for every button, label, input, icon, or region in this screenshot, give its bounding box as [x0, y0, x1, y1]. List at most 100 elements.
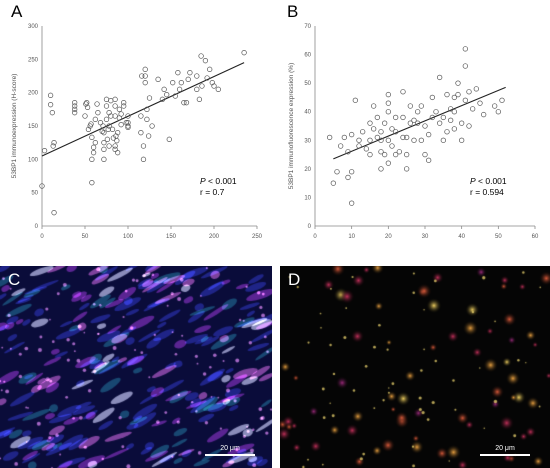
chart-b-data-point: [411, 117, 417, 123]
chart-a-y-tick-label: 0: [35, 224, 39, 230]
scale-bar-d: 20 μm: [480, 442, 530, 456]
chart-a-data-point: [106, 123, 112, 129]
chart-b-data-point: [404, 166, 410, 172]
chart-a-data-point: [145, 133, 152, 139]
chart-a-data-point: [115, 130, 121, 136]
panel-label-d: D: [288, 270, 301, 289]
micrograph-c-image: [0, 266, 272, 468]
chart-a-data-point: [112, 96, 118, 102]
chart-b-data-point: [378, 129, 384, 135]
chart-a-data-point: [51, 140, 57, 146]
chart-b-data-point: [422, 123, 428, 129]
scatter-chart-a: 050100150200250050100150200250300rH2AX i…: [11, 24, 263, 240]
chart-a-data-point: [106, 110, 112, 116]
chart-b-data-point: [415, 109, 421, 115]
chart-b-data-point: [371, 103, 377, 109]
chart-b-data-point: [400, 89, 406, 95]
chart-a-data-point: [140, 156, 147, 162]
chart-b-data-point: [382, 120, 388, 126]
chart-b-data-point: [459, 137, 465, 143]
chart-b-x-tick-label: 60: [532, 234, 539, 240]
chart-b-data-point: [374, 134, 380, 141]
chart-a-data-point: [196, 96, 203, 102]
chart-b-data-point: [393, 129, 399, 135]
chart-a-data-point: [149, 123, 155, 129]
chart-b-data-point: [418, 137, 424, 143]
chart-b-x-tick-label: 30: [422, 234, 429, 240]
chart-a-data-point: [121, 103, 127, 109]
chart-b-y-axis-label: 53BP1 immunofluorescence expression (%): [288, 63, 295, 189]
chart-b-data-point: [367, 151, 373, 158]
chart-a-y-tick-label: 150: [28, 124, 39, 130]
chart-b-data-point: [481, 111, 487, 118]
chart-a-data-point: [170, 80, 176, 86]
chart-b-data-point: [470, 106, 476, 112]
chart-a-data-point: [204, 75, 210, 81]
chart-a-data-point: [199, 83, 205, 89]
chart-b-data-point: [426, 131, 432, 138]
chart-a-data-point: [112, 146, 118, 152]
chart-b-data-point: [360, 129, 366, 135]
chart-a-p-value: P < 0.001: [200, 176, 237, 186]
chart-a-data-point: [138, 113, 144, 119]
chart-a-data-point: [82, 113, 88, 119]
chart-b-data-point: [426, 157, 432, 163]
chart-a-data-point: [99, 128, 105, 134]
chart-b-data-point: [451, 94, 457, 101]
chart-b-data-point: [415, 120, 421, 126]
chart-b-data-point: [382, 151, 388, 158]
chart-a-y-axis-label: 53BP1 immunoexpression (H-score): [11, 74, 18, 179]
chart-b-y-tick-label: 20: [304, 167, 311, 173]
chart-a-data-point: [104, 136, 111, 142]
scale-bar-d-label: 20 μm: [495, 445, 515, 452]
chart-a-data-point: [88, 121, 94, 127]
micrograph-d-image: [280, 266, 550, 468]
chart-a-data-point: [92, 140, 98, 146]
chart-a-x-tick-label: 150: [166, 234, 177, 240]
chart-a-data-point: [144, 116, 150, 122]
chart-a-data-point: [175, 70, 181, 76]
chart-a-r-value: r = 0.7: [200, 187, 225, 197]
chart-b-data-point: [334, 169, 340, 175]
chart-b-data-point: [495, 109, 501, 115]
chart-b-data-point: [407, 120, 413, 126]
panel-label-a: A: [11, 2, 23, 21]
chart-b-data-point: [451, 109, 457, 115]
chart-a-data-point: [121, 100, 127, 106]
chart-b-data-point: [492, 103, 498, 109]
chart-a-data-point: [146, 95, 153, 101]
chart-a-data-point: [112, 113, 118, 119]
chart-b-data-point: [338, 143, 344, 149]
chart-a-data-point: [125, 113, 131, 119]
chart-b-data-point: [363, 146, 369, 152]
chart-b-data-point: [437, 74, 443, 81]
chart-b-data-point: [356, 143, 362, 149]
chart-b-data-point: [477, 100, 483, 106]
chart-a-data-point: [185, 76, 191, 82]
chart-a-y-tick-label: 250: [28, 57, 39, 63]
chart-a-data-point: [116, 106, 123, 112]
chart-a-data-point: [181, 100, 187, 106]
chart-a-data-point: [103, 96, 110, 102]
chart-b-data-point: [378, 137, 384, 143]
chart-b-data-point: [385, 109, 391, 115]
chart-b-x-tick-label: 40: [458, 234, 465, 240]
chart-a-data-point: [114, 138, 120, 144]
chart-b-p-value: P < 0.001: [470, 176, 507, 186]
chart-a-data-point: [142, 73, 148, 79]
chart-a-data-point: [112, 143, 118, 149]
chart-a-data-point: [72, 106, 78, 112]
chart-a-data-point: [123, 120, 129, 126]
chart-b-data-point: [404, 134, 410, 141]
chart-a-data-point: [50, 143, 56, 149]
chart-b-data-point: [459, 120, 465, 126]
chart-a-data-point: [215, 86, 221, 92]
chart-a-x-tick-label: 50: [82, 234, 89, 240]
chart-a-data-point: [84, 100, 90, 106]
scale-bar-d-line: [480, 454, 530, 456]
chart-a-data-point: [72, 110, 78, 116]
chart-a-data-point: [103, 103, 110, 109]
chart-b-y-tick-label: 40: [304, 110, 311, 116]
chart-a-y-tick-label: 100: [28, 157, 39, 163]
chart-a-data-point: [90, 144, 97, 150]
